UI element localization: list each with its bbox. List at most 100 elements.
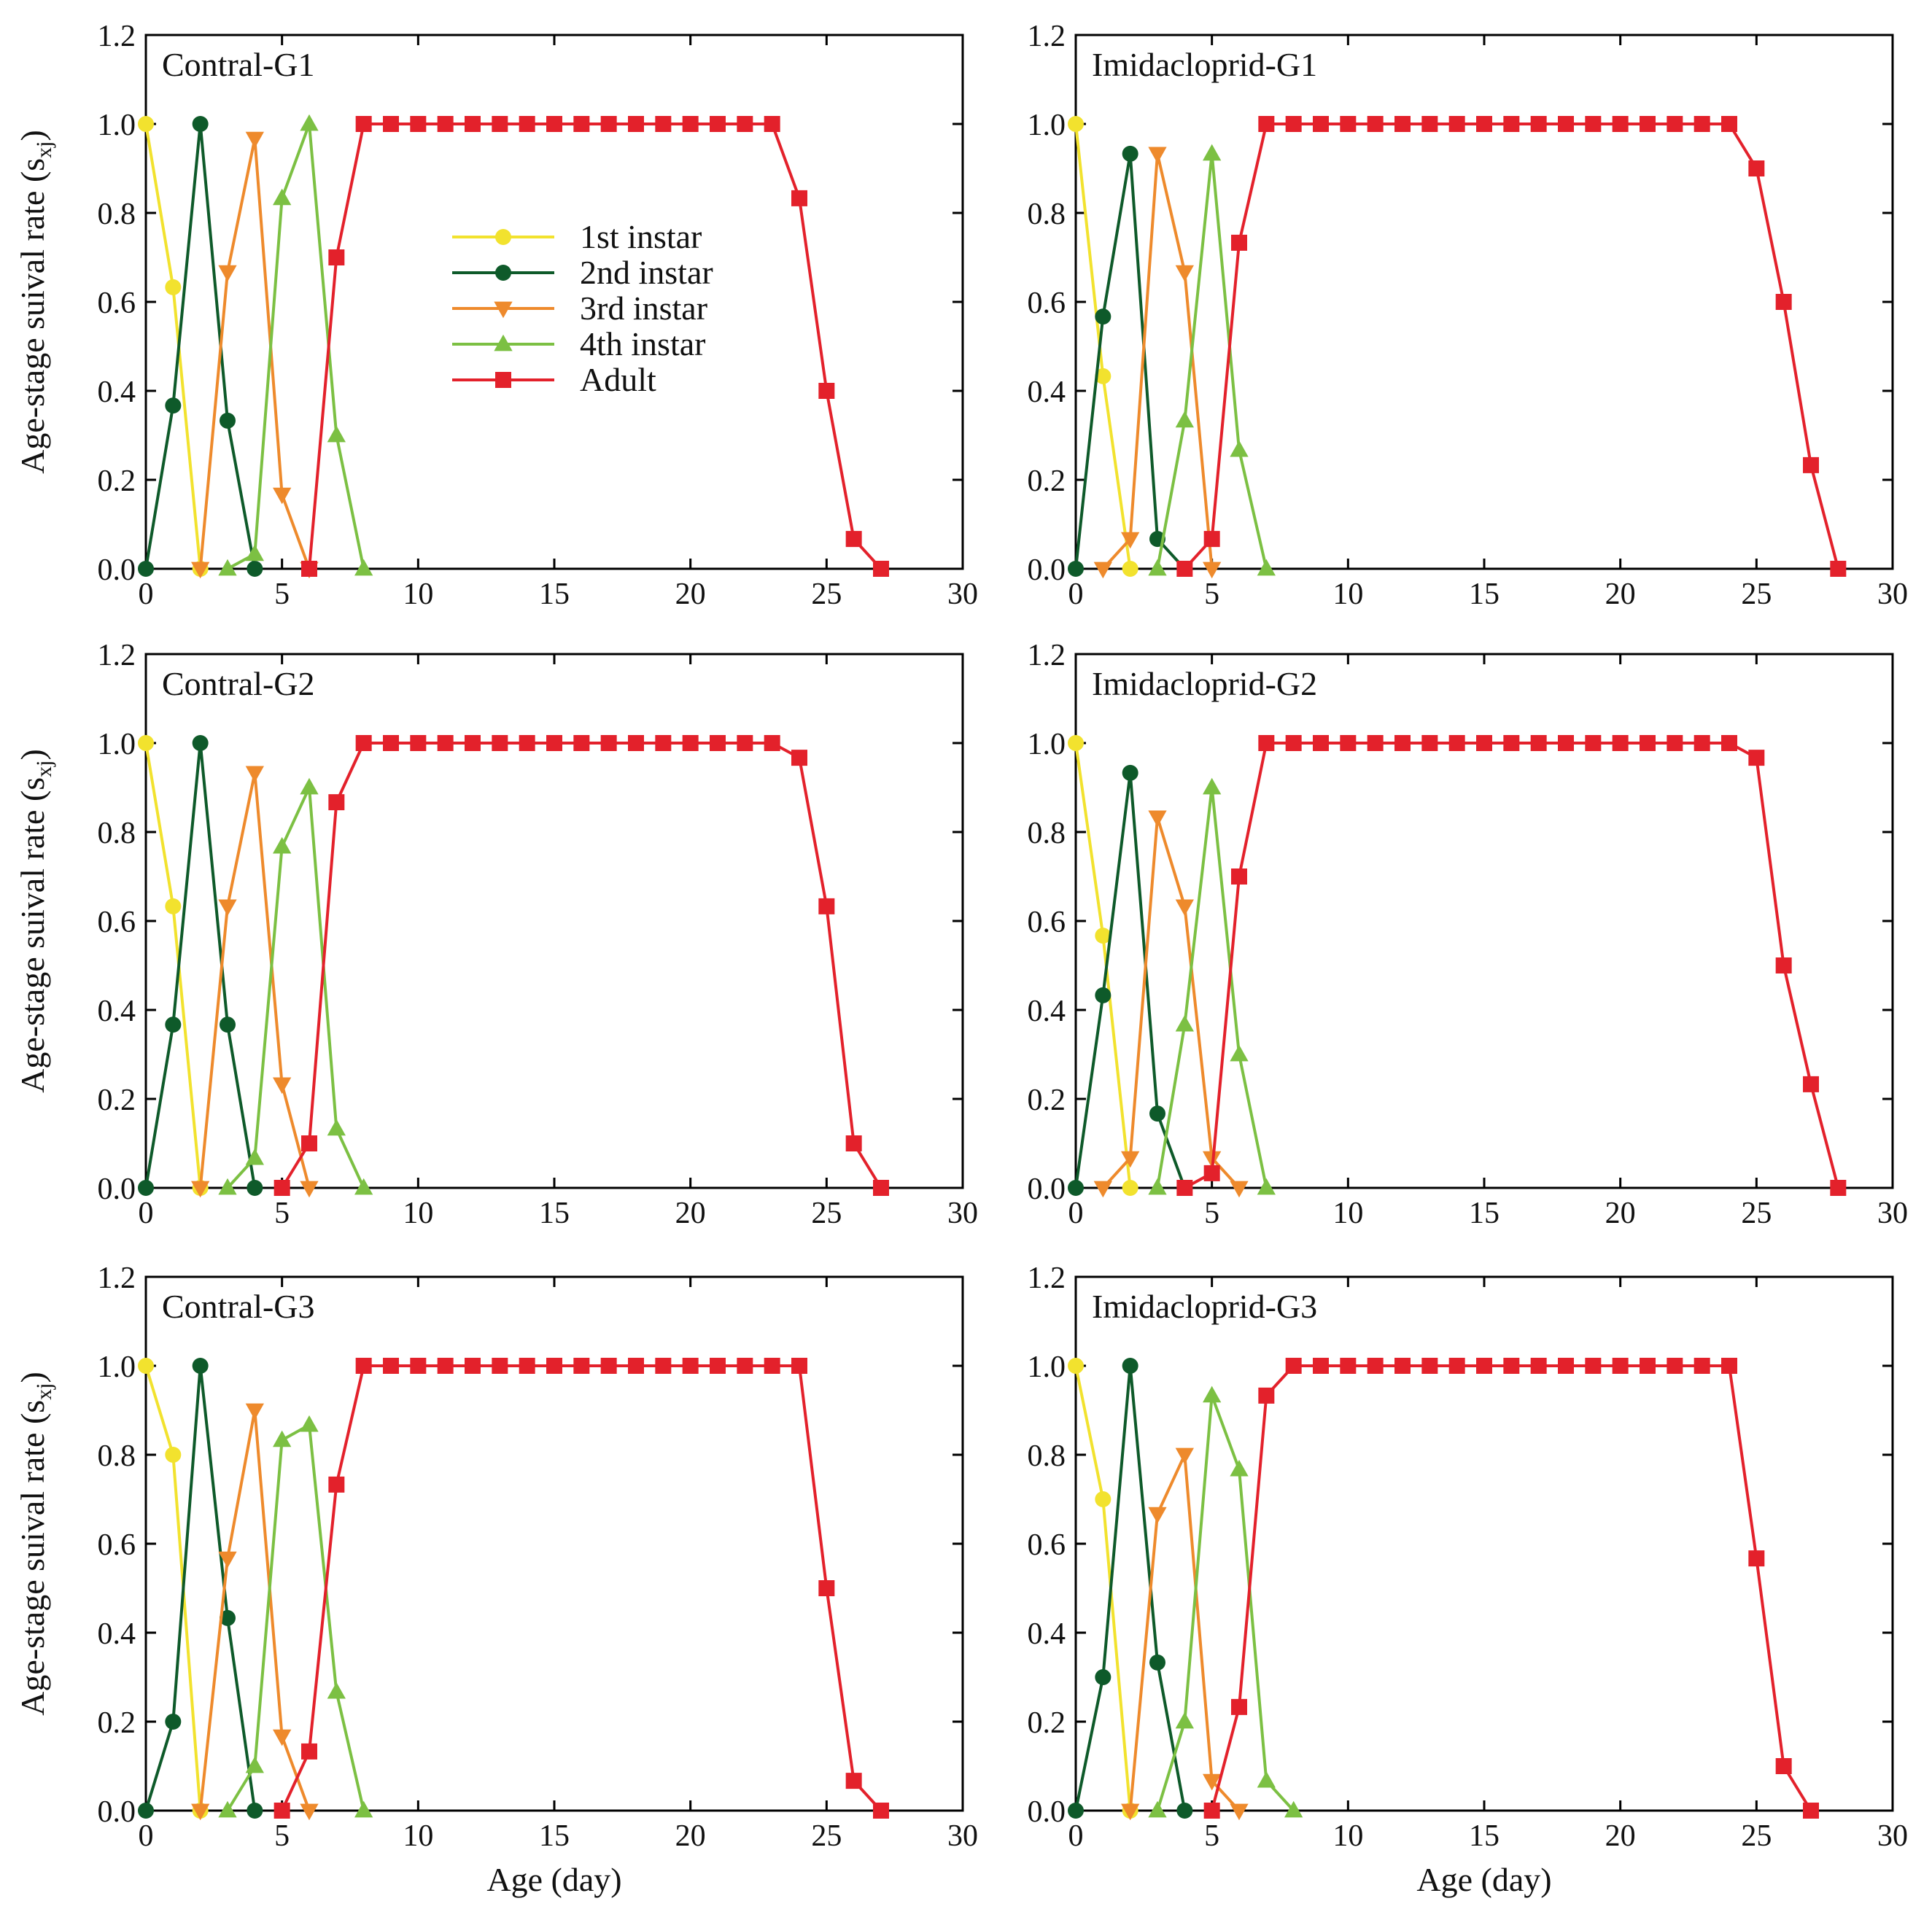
data-point-adult [600,735,617,751]
x-tick-label: 5 [1204,578,1219,611]
data-point-adult [1775,294,1792,310]
series-line-4th-instar [226,786,365,1189]
data-point-adult [1394,735,1411,751]
data-point-adult [1448,1358,1465,1374]
data-point-3rd-instar [300,1181,319,1198]
y-axis-label-subscript: xj [32,141,56,158]
panel-imidacloprid-g1: 0 5 10 15 20 25 30 0.0 0.2 0.4 0.6 0.8 1.0 1.2 Imidacl… [1028,20,1909,611]
y-axis-label: Age-stage suival rate (sxj) [14,1372,56,1716]
x-tick-label: 0 [139,578,154,611]
data-point-adult [1830,1180,1847,1196]
y-axis-label: Age-stage suival rate (sxj) [14,130,56,474]
y-tick-label: 1.2 [98,639,136,672]
y-axis-label-close: ) [14,749,51,760]
data-point-adult [1203,531,1220,548]
data-point-adult [1203,1803,1220,1819]
data-point-adult [1803,1076,1819,1092]
data-point-1st-instar [1095,928,1112,944]
data-point-adult [1421,116,1438,132]
data-point-adult [655,735,672,751]
series-adult [1176,735,1847,1196]
data-point-adult [1231,868,1247,885]
y-tick-label: 0.0 [1028,1795,1066,1829]
data-point-adult [1830,561,1847,577]
series-line-1st-instar [144,742,202,1189]
data-point-adult [818,1580,835,1596]
data-point-4th-instar [273,188,292,206]
data-point-4th-instar [1148,559,1167,576]
series-line-3rd-instar [198,771,311,1189]
series-line-3rd-instar [198,137,311,570]
y-axis-label-main: Age-stage suival rate (s [14,1400,51,1716]
series-line-4th-instar [226,1423,365,1812]
data-point-adult [1775,957,1792,973]
y-tick-label: 0.4 [98,376,136,409]
legend-marker [494,301,513,319]
data-point-adult [1258,116,1275,132]
data-point-adult [1394,1358,1411,1374]
data-point-4th-instar [1203,1385,1222,1403]
data-point-adult [383,116,399,132]
data-point-adult [492,735,508,751]
x-tick-label: 30 [1877,578,1908,611]
y-tick-label: 0.4 [1028,1617,1066,1651]
data-point-3rd-instar [1175,1447,1194,1465]
data-point-adult [546,1358,562,1374]
data-point-adult [1530,1358,1547,1374]
data-point-adult [1585,1358,1602,1374]
x-tick-label: 20 [1605,1197,1636,1230]
x-tick-label: 25 [811,578,842,611]
data-point-3rd-instar [1175,265,1194,282]
data-point-adult [682,735,699,751]
data-point-adult [845,1135,862,1151]
x-tick-label: 15 [1469,578,1500,611]
legend-item-2nd-instar: 2nd instar [452,254,713,291]
data-point-adult [1775,1758,1792,1774]
y-tick-label: 0.4 [98,1617,136,1651]
data-point-4th-instar [354,1178,373,1195]
data-point-4th-instar [300,1415,319,1432]
series-line-4th-instar [227,123,365,570]
data-point-3rd-instar [218,899,237,917]
x-tick-label: 10 [1332,1197,1363,1230]
y-tick-label: 0.4 [1028,376,1066,409]
legend-label: 4th instar [580,325,705,362]
x-tick-label: 10 [1332,1819,1363,1853]
series-line-adult [1210,1364,1812,1812]
data-point-4th-instar [218,1178,237,1195]
data-point-adult [1203,1165,1220,1181]
data-point-2nd-instar [165,1714,182,1730]
panel-title: Contral-G2 [162,665,315,702]
data-point-4th-instar [354,559,373,576]
data-point-adult [737,116,753,132]
data-point-3rd-instar [1121,532,1140,549]
series-2nd-instar [1068,1358,1193,1819]
data-point-adult [764,735,780,751]
data-point-adult [628,1358,644,1374]
data-point-adult [818,898,835,914]
y-tick-label: 1.2 [98,1262,136,1295]
data-point-adult [1558,116,1574,132]
panel-title: Imidacloprid-G2 [1092,665,1317,702]
data-point-adult [737,1358,753,1374]
data-point-adult [1667,1358,1683,1374]
panel-title: Contral-G1 [162,46,315,83]
data-point-3rd-instar [273,487,292,505]
series-2nd-instar [138,1358,263,1819]
data-point-adult [1448,735,1465,751]
series-1st-instar [138,1358,209,1819]
data-point-3rd-instar [218,265,237,282]
data-point-3rd-instar [1203,561,1222,579]
data-point-4th-instar [1230,1044,1249,1062]
data-point-adult [1640,116,1656,132]
series-1st-instar [138,735,209,1196]
y-tick-label: 0.8 [1028,198,1066,231]
data-point-2nd-instar [247,1180,263,1196]
y-axis-label-main: Age-stage suival rate (s [14,777,51,1093]
data-point-adult [1530,116,1547,132]
data-point-adult [655,116,672,132]
data-point-adult [1448,116,1465,132]
data-point-adult [519,1358,535,1374]
series-2nd-instar [138,735,263,1196]
